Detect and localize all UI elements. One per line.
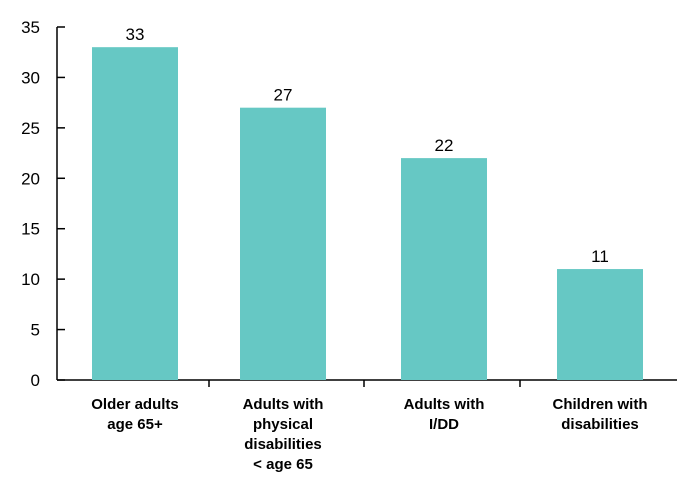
category-label: disabilities <box>244 436 322 453</box>
data-labels: 33 27 22 11 <box>126 25 609 266</box>
y-tick-label: 0 <box>31 371 40 390</box>
category-label: I/DD <box>429 416 459 433</box>
y-tick-label: 5 <box>31 321 40 340</box>
category-label: disabilities <box>561 416 639 433</box>
data-label: 27 <box>274 86 293 105</box>
data-label: 33 <box>126 25 145 44</box>
category-labels: Older adults age 65+ Adults with physical di… <box>91 396 647 473</box>
y-axis: 0 5 10 15 20 25 30 35 <box>21 18 65 390</box>
category-label: Adults with <box>404 396 485 413</box>
y-tick-label: 25 <box>21 119 40 138</box>
y-tick-label: 20 <box>21 169 40 188</box>
y-tick-label: 30 <box>21 68 40 87</box>
bar <box>557 269 643 380</box>
y-tick-label: 15 <box>21 220 40 239</box>
data-label: 11 <box>591 247 609 266</box>
category-label: Adults with <box>243 396 324 413</box>
data-label: 22 <box>435 136 454 155</box>
bar <box>92 47 178 381</box>
category-label: Older adults <box>91 396 179 413</box>
bar <box>240 107 326 380</box>
category-label: < age 65 <box>253 456 313 473</box>
category-label: age 65+ <box>107 416 163 433</box>
bars <box>92 47 643 381</box>
y-tick-label: 10 <box>21 270 40 289</box>
y-tick-label: 35 <box>21 18 40 37</box>
category-label: physical <box>253 416 313 433</box>
category-label: Children with <box>553 396 648 413</box>
x-axis <box>57 379 677 387</box>
bar <box>401 158 487 380</box>
